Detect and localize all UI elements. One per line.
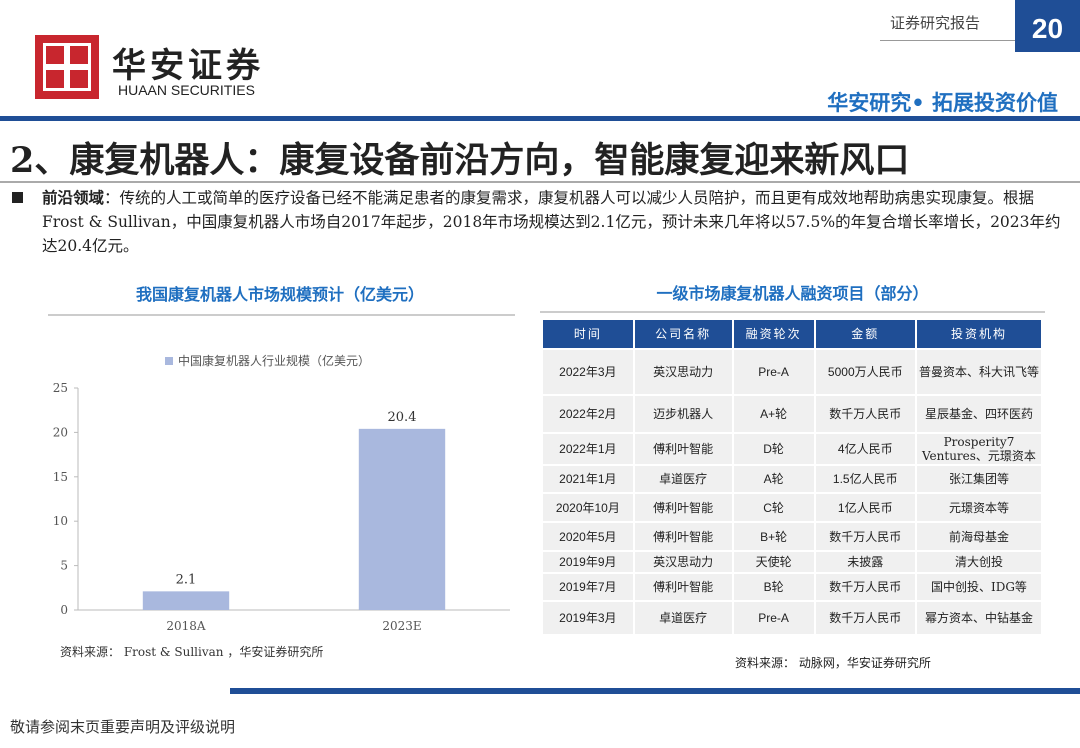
header-bar xyxy=(0,116,1080,121)
y-tick-label: 15 xyxy=(53,470,68,484)
cell: 迈步机器人 xyxy=(634,396,732,432)
cell: Prosperity7 Ventures、元璟资本 xyxy=(916,434,1041,464)
column-header: 公司名称 xyxy=(634,320,732,348)
y-tick-label: 5 xyxy=(60,559,68,573)
title: 2、康复机器人：康复设备前沿方向，智能康复迎来新风口 xyxy=(10,140,910,181)
bullet: 前沿领域：传统的人工或简单的医疗设备已经不能满足患者的康复需求，康复机器人可以减… xyxy=(42,186,1062,258)
footer-bar xyxy=(230,688,1080,694)
cell: 卓道医疗 xyxy=(634,466,732,492)
chart-source: 资料来源： Frost & Sullivan ，华安证券研究所 xyxy=(60,644,323,659)
x-tick-label: 2023E xyxy=(382,619,421,633)
bullet-lead: 前沿领域 xyxy=(42,188,105,207)
cell: 数千万人民币 xyxy=(815,574,915,600)
cell: 傅利叶智能 xyxy=(634,523,732,550)
bullet-text: ：传统的人工或简单的医疗设备已经不能满足患者的康复需求，康复机器人可以减少人员陪… xyxy=(42,189,1061,255)
cell: 1.5亿人民币 xyxy=(815,466,915,492)
cell: 4亿人民币 xyxy=(815,434,915,464)
cell: 英汉思动力 xyxy=(634,552,732,572)
brand-en: HUAAN SECURITIES xyxy=(118,82,255,98)
chart-title: 我国康复机器人市场规模预计（亿美元） xyxy=(136,285,424,304)
cell: 卓道医疗 xyxy=(634,602,732,634)
value-label: 2.1 xyxy=(176,572,197,587)
cell: 2022年3月 xyxy=(543,350,633,394)
cell: 2021年1月 xyxy=(543,466,633,492)
cell: B+轮 xyxy=(733,523,814,550)
report-type: 证券研究报告 xyxy=(890,14,981,32)
bar xyxy=(358,428,446,610)
cell: 清大创投 xyxy=(916,552,1041,572)
column-header: 融资轮次 xyxy=(733,320,814,348)
cell: 2022年2月 xyxy=(543,396,633,432)
cell: 张江集团等 xyxy=(916,466,1041,492)
cell: 1亿人民币 xyxy=(815,494,915,521)
table-wrap: 时间 公司名称 融资轮次 金额 投资机构 2022年3月 英汉思动力 Pre-A 5000万人民… xyxy=(541,318,1043,636)
cell: 2020年5月 xyxy=(543,523,633,550)
cell: 傅利叶智能 xyxy=(634,434,732,464)
page-number: 20 xyxy=(1015,0,1080,52)
footer: 敬请参阅末页重要声明及评级说明 xyxy=(10,718,236,736)
bar xyxy=(142,591,230,610)
cell: 天使轮 xyxy=(733,552,814,572)
table-rule xyxy=(540,311,1045,313)
table-title: 一级市场康复机器人融资项目（部分） xyxy=(656,284,929,303)
cell: B轮 xyxy=(733,574,814,600)
table-source: 资料来源： 动脉网，华安证券研究所 xyxy=(735,656,931,670)
cell: 2019年3月 xyxy=(543,602,633,634)
cell: 2022年1月 xyxy=(543,434,633,464)
bullet-icon xyxy=(12,192,23,203)
cell: Pre-A xyxy=(733,350,814,394)
y-tick-label: 20 xyxy=(53,425,68,439)
cell: 英汉思动力 xyxy=(634,350,732,394)
cell: A+轮 xyxy=(733,396,814,432)
column-header: 金额 xyxy=(815,320,915,348)
chart: 我国康复机器人市场规模预计（亿美元） 中国康复机器人行业规模（亿美元） 0 5 10 15… xyxy=(48,285,515,659)
legend-label: 中国康复机器人行业规模（亿美元） xyxy=(178,353,370,368)
cell: 2019年9月 xyxy=(543,552,633,572)
cell: 未披露 xyxy=(815,552,915,572)
cell: 2020年10月 xyxy=(543,494,633,521)
cell: 前海母基金 xyxy=(916,523,1041,550)
cell: 国中创投、IDG等 xyxy=(916,574,1041,600)
x-tick-label: 2018A xyxy=(166,619,206,633)
cell: 星辰基金、四环医药 xyxy=(916,396,1041,432)
cell: 元璟资本等 xyxy=(916,494,1041,521)
cell: D轮 xyxy=(733,434,814,464)
cell: 数千万人民币 xyxy=(815,396,915,432)
value-label: 20.4 xyxy=(388,410,417,425)
y-tick-label: 25 xyxy=(53,381,68,395)
cell: 数千万人民币 xyxy=(815,602,915,634)
cell: 幂方资本、中钻基金 xyxy=(916,602,1041,634)
column-header: 时间 xyxy=(543,320,633,348)
cell: 傅利叶智能 xyxy=(634,494,732,521)
cell: 2019年7月 xyxy=(543,574,633,600)
slogan: 华安研究• 拓展投资价值 xyxy=(827,91,1058,115)
cell: 普曼资本、科大讯飞等 xyxy=(916,350,1041,394)
cell: Pre-A xyxy=(733,602,814,634)
y-tick-label: 10 xyxy=(53,514,68,528)
rule xyxy=(880,40,1015,41)
brand: 华安证券 xyxy=(112,46,264,86)
y-tick-label: 0 xyxy=(60,603,68,617)
legend-swatch xyxy=(165,357,173,365)
logo xyxy=(35,35,99,99)
cell: A轮 xyxy=(733,466,814,492)
cell: 数千万人民币 xyxy=(815,523,915,550)
title-rule xyxy=(0,181,1080,183)
column-header: 投资机构 xyxy=(916,320,1041,348)
cell: 傅利叶智能 xyxy=(634,574,732,600)
cell: C轮 xyxy=(733,494,814,521)
cell: 5000万人民币 xyxy=(815,350,915,394)
table: 时间 公司名称 融资轮次 金额 投资机构 2022年3月 英汉思动力 Pre-A 5000万人民… xyxy=(541,318,1043,636)
